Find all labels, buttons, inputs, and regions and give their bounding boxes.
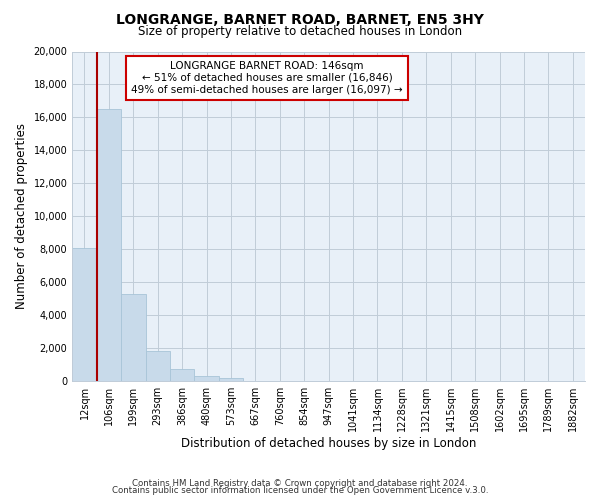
- X-axis label: Distribution of detached houses by size in London: Distribution of detached houses by size …: [181, 437, 476, 450]
- Text: Contains public sector information licensed under the Open Government Licence v.: Contains public sector information licen…: [112, 486, 488, 495]
- Bar: [170, 368, 194, 381]
- Bar: [121, 294, 146, 381]
- Text: Size of property relative to detached houses in London: Size of property relative to detached ho…: [138, 25, 462, 38]
- Bar: [146, 350, 170, 381]
- Bar: [72, 248, 97, 381]
- Text: LONGRANGE, BARNET ROAD, BARNET, EN5 3HY: LONGRANGE, BARNET ROAD, BARNET, EN5 3HY: [116, 12, 484, 26]
- Text: LONGRANGE BARNET ROAD: 146sqm
← 51% of detached houses are smaller (16,846)
49% : LONGRANGE BARNET ROAD: 146sqm ← 51% of d…: [131, 62, 403, 94]
- Text: Contains HM Land Registry data © Crown copyright and database right 2024.: Contains HM Land Registry data © Crown c…: [132, 478, 468, 488]
- Y-axis label: Number of detached properties: Number of detached properties: [15, 124, 28, 310]
- Bar: [219, 378, 243, 381]
- Bar: [97, 109, 121, 381]
- Bar: [194, 376, 219, 381]
